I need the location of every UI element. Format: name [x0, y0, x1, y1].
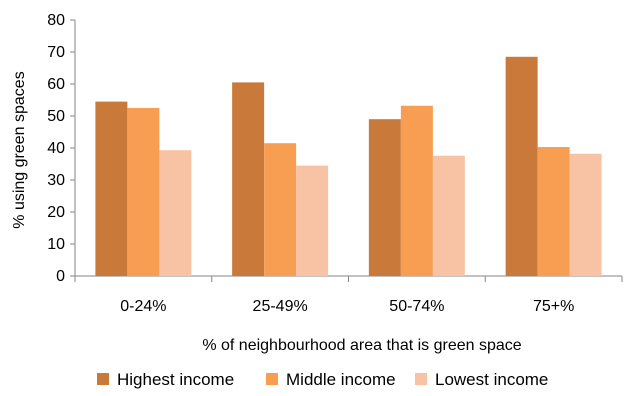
y-tick-label: 0 [56, 268, 65, 285]
x-tick-label: 50-74% [389, 298, 444, 315]
legend-label: Highest income [117, 370, 234, 389]
y-tick-label: 30 [47, 172, 65, 189]
y-axis-title: % using green spaces [11, 71, 28, 228]
bar [569, 153, 602, 276]
y-tick-label: 10 [47, 236, 65, 253]
bar [127, 108, 160, 276]
bar [537, 147, 570, 276]
bar [95, 101, 128, 276]
legend-swatch [266, 373, 278, 385]
y-tick-label: 50 [47, 108, 65, 125]
plot-area: 0 10 20 30 40 50 60 70 80 0-24% 25-49% 50-74% 75+% [47, 12, 623, 315]
bar [296, 165, 329, 276]
y-tick-label: 60 [47, 76, 65, 93]
bar [232, 82, 265, 277]
y-tick-label: 20 [47, 204, 65, 221]
legend-label: Lowest income [435, 370, 548, 389]
legend-swatch [97, 373, 109, 385]
x-tick-label: 0-24% [120, 298, 166, 315]
x-tick-label: 25-49% [253, 298, 308, 315]
y-tick-label: 80 [47, 12, 65, 29]
bar [400, 105, 433, 276]
x-tick-label: 75+% [533, 298, 574, 315]
bar [368, 119, 401, 276]
bar [159, 150, 192, 276]
bar [264, 143, 297, 276]
bar [505, 56, 538, 276]
legend: Highest income Middle income Lowest income [97, 370, 548, 389]
x-axis-title: % of neighbourhood area that is green sp… [202, 337, 521, 354]
y-tick-label: 70 [47, 44, 65, 61]
legend-label: Middle income [286, 370, 396, 389]
legend-swatch [415, 373, 427, 385]
bar [432, 155, 465, 276]
y-tick-label: 40 [47, 140, 65, 157]
